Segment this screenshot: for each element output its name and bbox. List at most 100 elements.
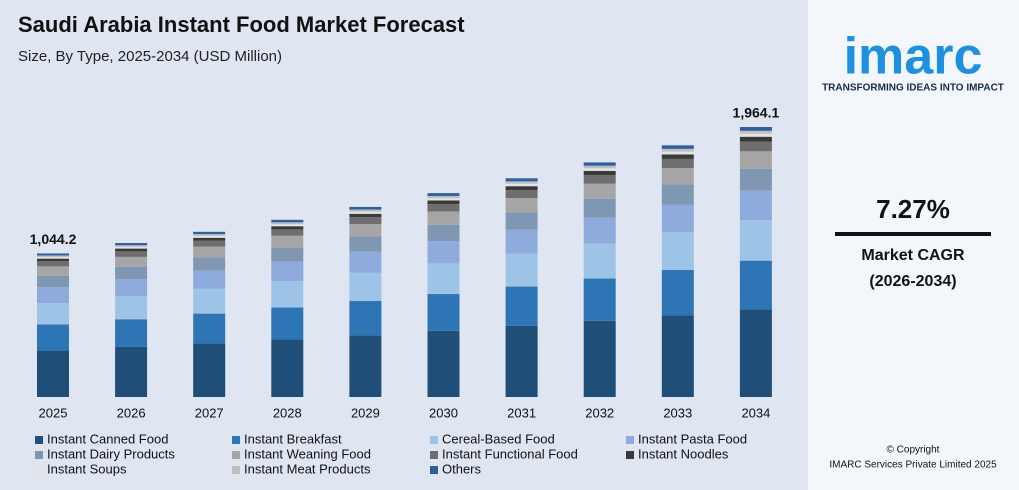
cagr-value: 7.27% [876, 194, 950, 224]
bar-segment [271, 219, 304, 223]
bar-segment [427, 198, 460, 201]
bar-segment [505, 229, 538, 254]
bar-segment [115, 248, 148, 252]
bar-segment [661, 184, 694, 205]
bar-segment [271, 226, 304, 230]
bar-segment [661, 151, 694, 155]
bar-segment [739, 168, 772, 191]
side-panel [808, 0, 1019, 490]
bar-segment [193, 234, 226, 236]
legend-swatch [232, 436, 240, 444]
total-label: 1,044.2 [30, 231, 77, 247]
copyright: © Copyright [887, 445, 940, 456]
bar-segment [661, 315, 694, 397]
bar-segment [661, 232, 694, 270]
bar-segment [37, 255, 69, 258]
x-tick-label: 2034 [741, 405, 770, 420]
bar-segment [193, 257, 226, 271]
legend-label: Instant Pasta Food [638, 431, 747, 446]
chart-subtitle: Size, By Type, 2025-2034 (USD Million) [18, 48, 282, 65]
bar-segment [661, 167, 694, 185]
bar-segment [115, 256, 148, 267]
bar-segment [115, 296, 148, 320]
bar-segment [505, 197, 538, 213]
bar-segment [271, 339, 304, 397]
bar-segment [739, 136, 772, 142]
bar-segment [37, 302, 69, 325]
bar-segment [193, 235, 226, 238]
x-tick-label: 2032 [585, 405, 614, 420]
bar-segment [349, 213, 382, 218]
legend-swatch [430, 451, 438, 459]
legend-label: Instant Weaning Food [244, 446, 371, 461]
bar-segment [427, 200, 460, 205]
bar-segment [427, 330, 460, 397]
bar-segment [349, 251, 382, 273]
chart-title: Saudi Arabia Instant Food Market Forecas… [18, 12, 465, 37]
x-tick-label: 2030 [429, 405, 458, 420]
bar-segment [661, 154, 694, 159]
bar-segment [427, 211, 460, 225]
x-tick-label: 2031 [507, 405, 536, 420]
bar-segment [115, 246, 148, 249]
bar-segment [661, 145, 694, 149]
bar-segment [739, 190, 772, 221]
bar-segment [349, 217, 382, 225]
bar-segment [193, 313, 226, 344]
bar-segment [505, 253, 538, 287]
bar-segment [661, 148, 694, 152]
bar-segment [37, 258, 69, 262]
bar-segment [37, 266, 69, 276]
bar-segment [583, 168, 616, 171]
bar-segment [193, 240, 226, 247]
bar-segment [115, 245, 148, 247]
legend-label: Cereal-Based Food [442, 431, 555, 446]
legend-swatch [232, 466, 240, 474]
bar-segment [271, 235, 304, 248]
legend-swatch [626, 436, 634, 444]
x-tick-label: 2025 [39, 405, 68, 420]
bar-segment [739, 260, 772, 310]
company: IMARC Services Private Limited 2025 [829, 460, 997, 471]
bar-segment [583, 165, 616, 169]
bar-segment [505, 186, 538, 191]
legend-swatch [35, 436, 43, 444]
bar-segment [37, 287, 69, 303]
bar-segment [505, 178, 538, 182]
bar-segment [505, 286, 538, 326]
bar-segment [271, 261, 304, 281]
bar-segment [115, 266, 148, 280]
bar-segment [583, 278, 616, 321]
bar-segment [37, 253, 69, 256]
bar-segment [193, 270, 226, 289]
legend-label: Others [442, 461, 482, 476]
bar-segment [271, 280, 304, 308]
legend-label: Instant Soups [47, 461, 127, 476]
bar-segment [37, 257, 69, 259]
bar-segment [193, 231, 226, 235]
bar-segment [739, 130, 772, 134]
bar-segment [271, 229, 304, 236]
x-tick-label: 2027 [195, 405, 224, 420]
logo: imarc [844, 28, 983, 86]
bar-segment [583, 320, 616, 397]
bar-segment [193, 343, 226, 397]
bar-segment [505, 325, 538, 397]
bar-segment [271, 222, 304, 225]
bar-segment [505, 190, 538, 198]
cagr-period: (2026-2034) [869, 273, 956, 290]
bar-segment [583, 170, 616, 176]
divider [835, 232, 991, 236]
bar-segment [37, 350, 69, 397]
bar-segment [115, 279, 148, 297]
bar-segment [37, 261, 69, 267]
bar-segment [739, 151, 772, 169]
bar-segment [193, 246, 226, 258]
bar-segment [115, 251, 148, 257]
x-tick-label: 2026 [117, 405, 146, 420]
bar-segment [505, 181, 538, 184]
bar-segment [349, 224, 382, 237]
x-tick-label: 2029 [351, 405, 380, 420]
bar-segment [583, 217, 616, 244]
